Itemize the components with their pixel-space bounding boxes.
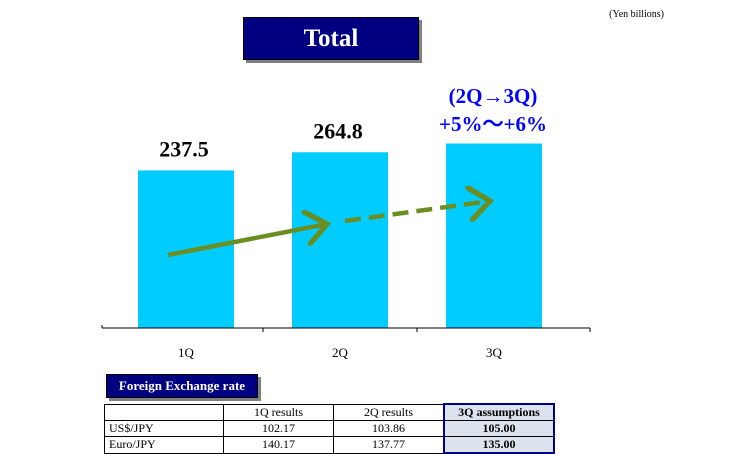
data-label: 237.5 <box>159 136 209 161</box>
table-cell: US$/JPY <box>104 420 224 437</box>
data-label: 264.8 <box>313 118 363 143</box>
table-cell: 102.17 <box>223 420 334 437</box>
trend-arrow-solid <box>167 224 327 258</box>
table-header-cell: 3Q assumptions <box>443 403 555 421</box>
x-tick-label: 3Q <box>486 345 503 360</box>
bar-2q <box>292 152 388 328</box>
fx-section-header: Foreign Exchange rate <box>106 374 258 398</box>
table-row: Euro/JPY 140.17 137.77 135.00 <box>104 436 555 454</box>
table-cell: Euro/JPY <box>104 436 224 454</box>
bar-chart: 1Q 237.5 2Q 264.8 3Q (2Q→3Q) +5%～+6% <box>101 84 591 360</box>
bar-3q <box>446 143 542 328</box>
table-header-row: 1Q results 2Q results 3Q assumptions <box>104 403 555 421</box>
table-cell: 135.00 <box>443 436 555 454</box>
table-cell: 140.17 <box>223 436 334 454</box>
growth-annotation-line1: (2Q→3Q) <box>449 84 538 108</box>
unit-note: (Yen billions) <box>609 9 664 20</box>
trend-arrow-dashed <box>344 201 490 224</box>
table-header-cell: 2Q results <box>333 403 445 421</box>
table-cell: 137.77 <box>333 436 445 454</box>
x-tick-label: 2Q <box>332 345 349 360</box>
table-header-cell <box>104 403 224 421</box>
table-row: US$/JPY 102.17 103.86 105.00 <box>104 420 555 437</box>
chart-title: Total <box>243 17 419 60</box>
table-cell: 105.00 <box>443 420 555 437</box>
fx-rate-table: 1Q results 2Q results 3Q assumptions US$… <box>104 403 555 454</box>
table-cell: 103.86 <box>333 420 445 437</box>
table-header-cell: 1Q results <box>223 403 334 421</box>
x-tick-label: 1Q <box>178 345 195 360</box>
growth-annotation-line2: +5%～+6% <box>439 112 547 136</box>
